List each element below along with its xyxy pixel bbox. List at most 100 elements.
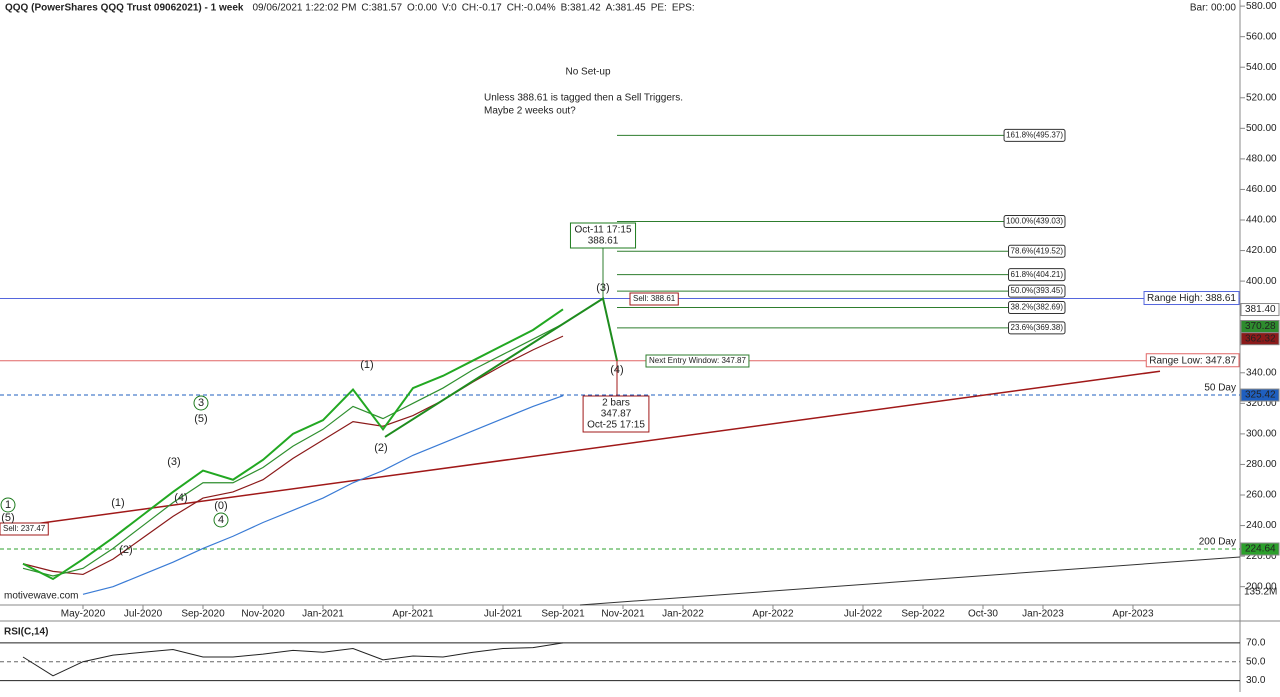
header-item: C:381.57 [361,3,402,14]
wave-label: (3) [167,456,180,468]
volume-axis-label: 135.2M [1244,587,1277,598]
x-tick-label: Sep-2022 [901,609,945,620]
level-label: Range High: 388.61 [1147,293,1236,304]
x-tick-label: Nov-2021 [601,609,645,620]
fib-label: 23.6%(369.38) [1011,323,1064,332]
y-tick-label: 540.00 [1246,62,1277,73]
next-entry-label: Next Entry Window: 347.87 [649,356,746,365]
price-line [22,308,564,581]
sell-left-label-box [0,522,49,536]
y-tick-label: 580.00 [1246,1,1277,12]
x-tick-label: Jul-2020 [124,609,163,620]
trough-box-text: 2 bars [602,398,630,409]
level-label-box [1145,353,1240,368]
price-badge [1240,388,1280,402]
x-tick-label: May-2020 [61,609,106,620]
peak-box-text: 388.61 [588,236,619,247]
header-item: O:0.00 [407,3,437,14]
wave-label: (5) [194,413,207,425]
y-tick-label: 260.00 [1246,490,1277,501]
rsi-tick-label: 50.0 [1246,656,1266,667]
x-tick-label: Jan-2021 [302,609,344,620]
wave-label: (2) [119,544,132,556]
x-tick-label: Jul-2021 [484,609,523,620]
y-tick-label: 200.00 [1246,581,1277,592]
y-tick-label: 320.00 [1246,398,1277,409]
rsi-line [22,642,564,677]
fib-label: 38.2%(382.69) [1011,303,1064,312]
level-label: 200 Day [1199,537,1236,548]
fib-label-box [1008,321,1066,335]
y-tick-label: 400.00 [1246,276,1277,287]
header-item: CH:-0.04% [507,3,556,14]
trendline-long [579,556,1241,606]
note: Unless 388.61 is tagged then a Sell Trig… [484,93,683,104]
fib-label-box [1008,268,1066,282]
level-label: Range Low: 347.87 [1149,355,1236,366]
sell-label: Sell: 388.61 [633,294,676,303]
x-tick-label: Jan-2023 [1022,609,1064,620]
header-item: V:0 [442,3,457,14]
price-badge-label: 381.40 [1245,304,1276,315]
header-item: A:381.45 [606,3,646,14]
y-tick-label: 520.00 [1246,92,1277,103]
trough-box-text: Oct-25 17:15 [587,420,645,431]
x-tick-label: Apr-2022 [752,609,794,620]
header-item: 09/06/2021 1:22:02 PM [252,3,356,14]
fib-label: 61.8%(404.21) [1011,270,1064,279]
trough-box [582,395,650,433]
note: Maybe 2 weeks out? [484,106,576,117]
header-item: B:381.42 [561,3,601,14]
wave-label: (5) [1,512,14,524]
price-badge-label: 362.32 [1245,333,1276,344]
x-tick-label: Sep-2021 [541,609,585,620]
peak-box [569,222,637,249]
price-badge [1240,332,1280,346]
x-tick-label: Apr-2023 [1112,609,1154,620]
fib-label-box [1003,128,1066,142]
x-tick-label: Oct-30 [968,609,998,620]
y-tick-label: 460.00 [1246,184,1277,195]
fib-label-box [1008,301,1066,315]
wave-label: (4) [174,492,187,504]
rsi-tick-label: 30.0 [1246,675,1266,686]
x-tick-label: Nov-2020 [241,609,285,620]
y-tick-label: 420.00 [1246,245,1277,256]
price-badge [1240,542,1280,556]
x-tick-label: Sep-2020 [181,609,225,620]
price-badge-label: 325.42 [1245,390,1276,401]
wave-projection [384,296,618,438]
fib-label: 78.6%(419.52) [1011,246,1064,255]
sell-label-box [629,292,679,306]
y-tick-label: 440.00 [1246,215,1277,226]
fib-label: 161.8%(495.37) [1006,131,1063,140]
wave-circle [0,497,16,513]
header-item: CH:-0.17 [462,3,502,14]
wave-label: (1) [360,359,373,371]
x-tick-label: Apr-2021 [392,609,434,620]
peak-box-text: Oct-11 17:15 [574,225,632,236]
fib-label: 50.0%(393.45) [1011,286,1064,295]
wave-label: 3 [198,397,204,409]
fib-label-box [1008,244,1066,258]
fib-label-box [1003,214,1066,228]
level-label-box [1143,291,1240,306]
y-tick-label: 340.00 [1246,367,1277,378]
y-tick-label: 280.00 [1246,459,1277,470]
wave-label: (1) [111,497,124,509]
bar-label: Bar: 00:00 [1190,3,1237,14]
y-tick-label: 300.00 [1246,429,1277,440]
wave-label: 4 [218,514,224,526]
wave-circle [213,512,229,528]
trendline [0,370,1161,530]
price-badge-label: 224.64 [1245,544,1276,555]
moving-average [22,323,564,577]
fib-label: 100.0%(439.03) [1006,217,1063,226]
y-tick-label: 560.00 [1246,31,1277,42]
y-tick-label: 480.00 [1246,154,1277,165]
rsi-title: RSI(C,14) [4,627,48,638]
wave-label: (3) [596,282,609,294]
fib-label-box [1008,284,1066,298]
chart-title: QQQ (PowerShares QQQ Trust 09062021) - 1… [5,3,244,14]
